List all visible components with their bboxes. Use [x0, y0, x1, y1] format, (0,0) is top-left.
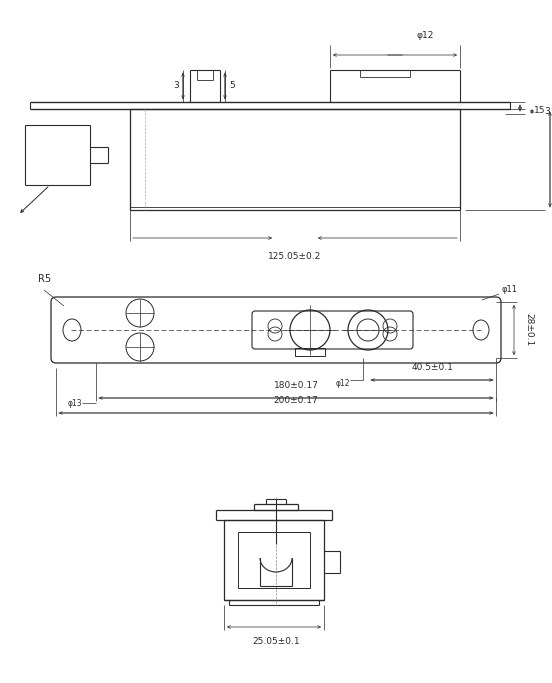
- Text: 3: 3: [544, 107, 550, 117]
- Text: φ12: φ12: [416, 31, 434, 40]
- Text: 3: 3: [173, 81, 179, 91]
- Text: φ13: φ13: [67, 398, 82, 408]
- Text: 5: 5: [229, 81, 235, 91]
- Text: 180±0.17: 180±0.17: [274, 381, 319, 390]
- Text: 28±0.1: 28±0.1: [524, 313, 533, 347]
- Bar: [295, 348, 325, 356]
- Text: φ11: φ11: [501, 285, 517, 294]
- Text: 125.05±0.2: 125.05±0.2: [268, 252, 322, 261]
- Bar: [224, 520, 324, 600]
- Text: φ12: φ12: [336, 378, 350, 387]
- Text: 200±0.17: 200±0.17: [274, 396, 319, 405]
- Bar: [238, 532, 310, 588]
- Text: 25.05±0.1: 25.05±0.1: [252, 637, 300, 646]
- Text: R5: R5: [38, 274, 51, 284]
- Text: 40.5±0.1: 40.5±0.1: [411, 363, 453, 372]
- Text: 15: 15: [534, 106, 545, 115]
